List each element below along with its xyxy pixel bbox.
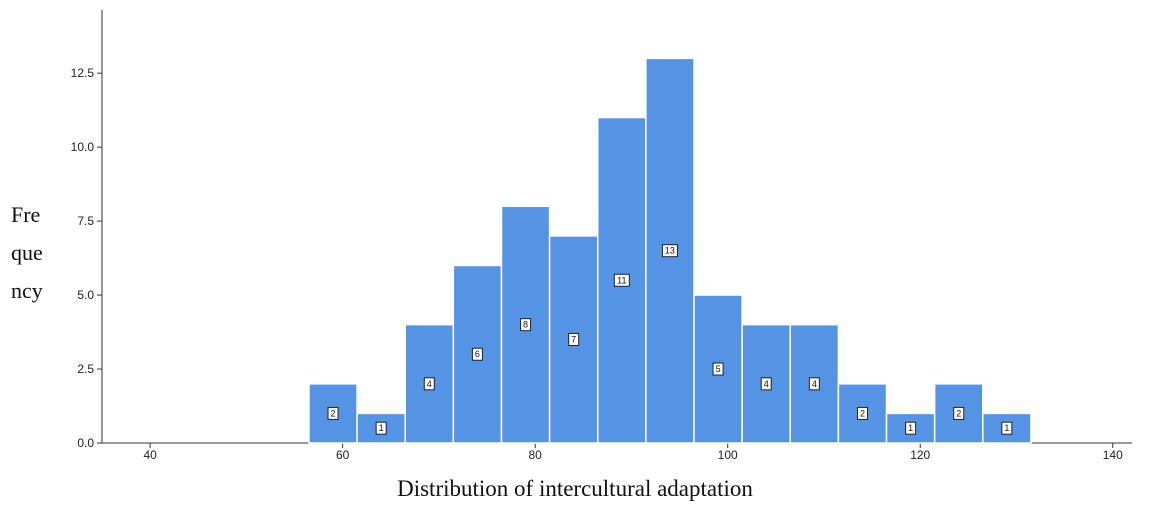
y-tick-label: 10.0 [71, 140, 95, 154]
data-label-box [808, 377, 820, 391]
data-label-text: 4 [812, 379, 817, 389]
data-label-box [953, 406, 965, 420]
axes: 0.0 2.5 5.0 7.5 10.0 12.5 40 60 80 100 120 140 [71, 10, 1132, 462]
data-label: 5 [712, 362, 724, 376]
data-label: 1 [375, 421, 387, 435]
data-label: 8 [520, 318, 532, 332]
data-label-box [905, 421, 917, 435]
data-label-box [568, 332, 580, 346]
histogram-bar [645, 57, 695, 444]
y-axis-label-line: ncy [11, 278, 43, 303]
data-label-box [856, 406, 868, 420]
data-label-box [471, 347, 483, 361]
x-tick-label: 140 [1103, 448, 1123, 462]
data-label-box [520, 318, 532, 332]
data-label-box [327, 406, 339, 420]
y-tick-label: 2.5 [77, 362, 94, 376]
y-tick-label: 0.0 [77, 436, 94, 450]
y-tick-label: 7.5 [77, 214, 94, 228]
data-label-text: 1 [379, 423, 384, 433]
data-label-text: 13 [665, 246, 675, 256]
data-label: 2 [953, 406, 965, 420]
y-axis-label: Fre que ncy [11, 202, 43, 303]
data-labels: 2 1 4 6 8 7 11 13 5 4 4 2 1 2 1 [327, 244, 1013, 435]
data-label-text: 4 [427, 379, 432, 389]
x-tick-label: 40 [143, 448, 157, 462]
data-label-text: 1 [1004, 423, 1009, 433]
x-tick-label: 60 [336, 448, 350, 462]
x-axis-label: Distribution of intercultural adaptation [397, 476, 753, 501]
data-label: 4 [760, 377, 772, 391]
data-label-box [712, 362, 724, 376]
data-label-text: 2 [860, 408, 865, 418]
data-label-box [661, 244, 678, 258]
data-label-box [375, 421, 387, 435]
y-axis-label-line: Fre [11, 202, 40, 227]
data-label: 2 [327, 406, 339, 420]
data-label-text: 8 [523, 320, 528, 330]
data-label-box [423, 377, 435, 391]
data-label-text: 7 [571, 334, 576, 344]
data-label: 11 [613, 273, 630, 287]
y-axis-label-line: que [11, 240, 43, 265]
x-tick-label: 100 [718, 448, 738, 462]
data-label-text: 6 [475, 349, 480, 359]
x-tick-label: 80 [528, 448, 542, 462]
data-label-text: 1 [908, 423, 913, 433]
data-label-box [613, 273, 630, 287]
y-tick-label: 5.0 [77, 288, 94, 302]
histogram-bar [404, 323, 455, 444]
data-label: 2 [856, 406, 868, 420]
data-label: 13 [661, 244, 678, 258]
data-label: 4 [808, 377, 820, 391]
data-label: 7 [568, 332, 580, 346]
data-label: 1 [905, 421, 917, 435]
data-label-text: 4 [764, 379, 769, 389]
data-label-box [760, 377, 772, 391]
data-label-box [1001, 421, 1013, 435]
data-label: 1 [1001, 421, 1013, 435]
data-label: 6 [471, 347, 483, 361]
data-label-text: 2 [956, 408, 961, 418]
x-tick-label: 120 [910, 448, 930, 462]
data-label-text: 2 [331, 408, 336, 418]
data-label-text: 11 [617, 275, 626, 285]
data-label: 4 [423, 377, 435, 391]
data-label-text: 5 [716, 364, 721, 374]
y-tick-label: 12.5 [71, 66, 95, 80]
